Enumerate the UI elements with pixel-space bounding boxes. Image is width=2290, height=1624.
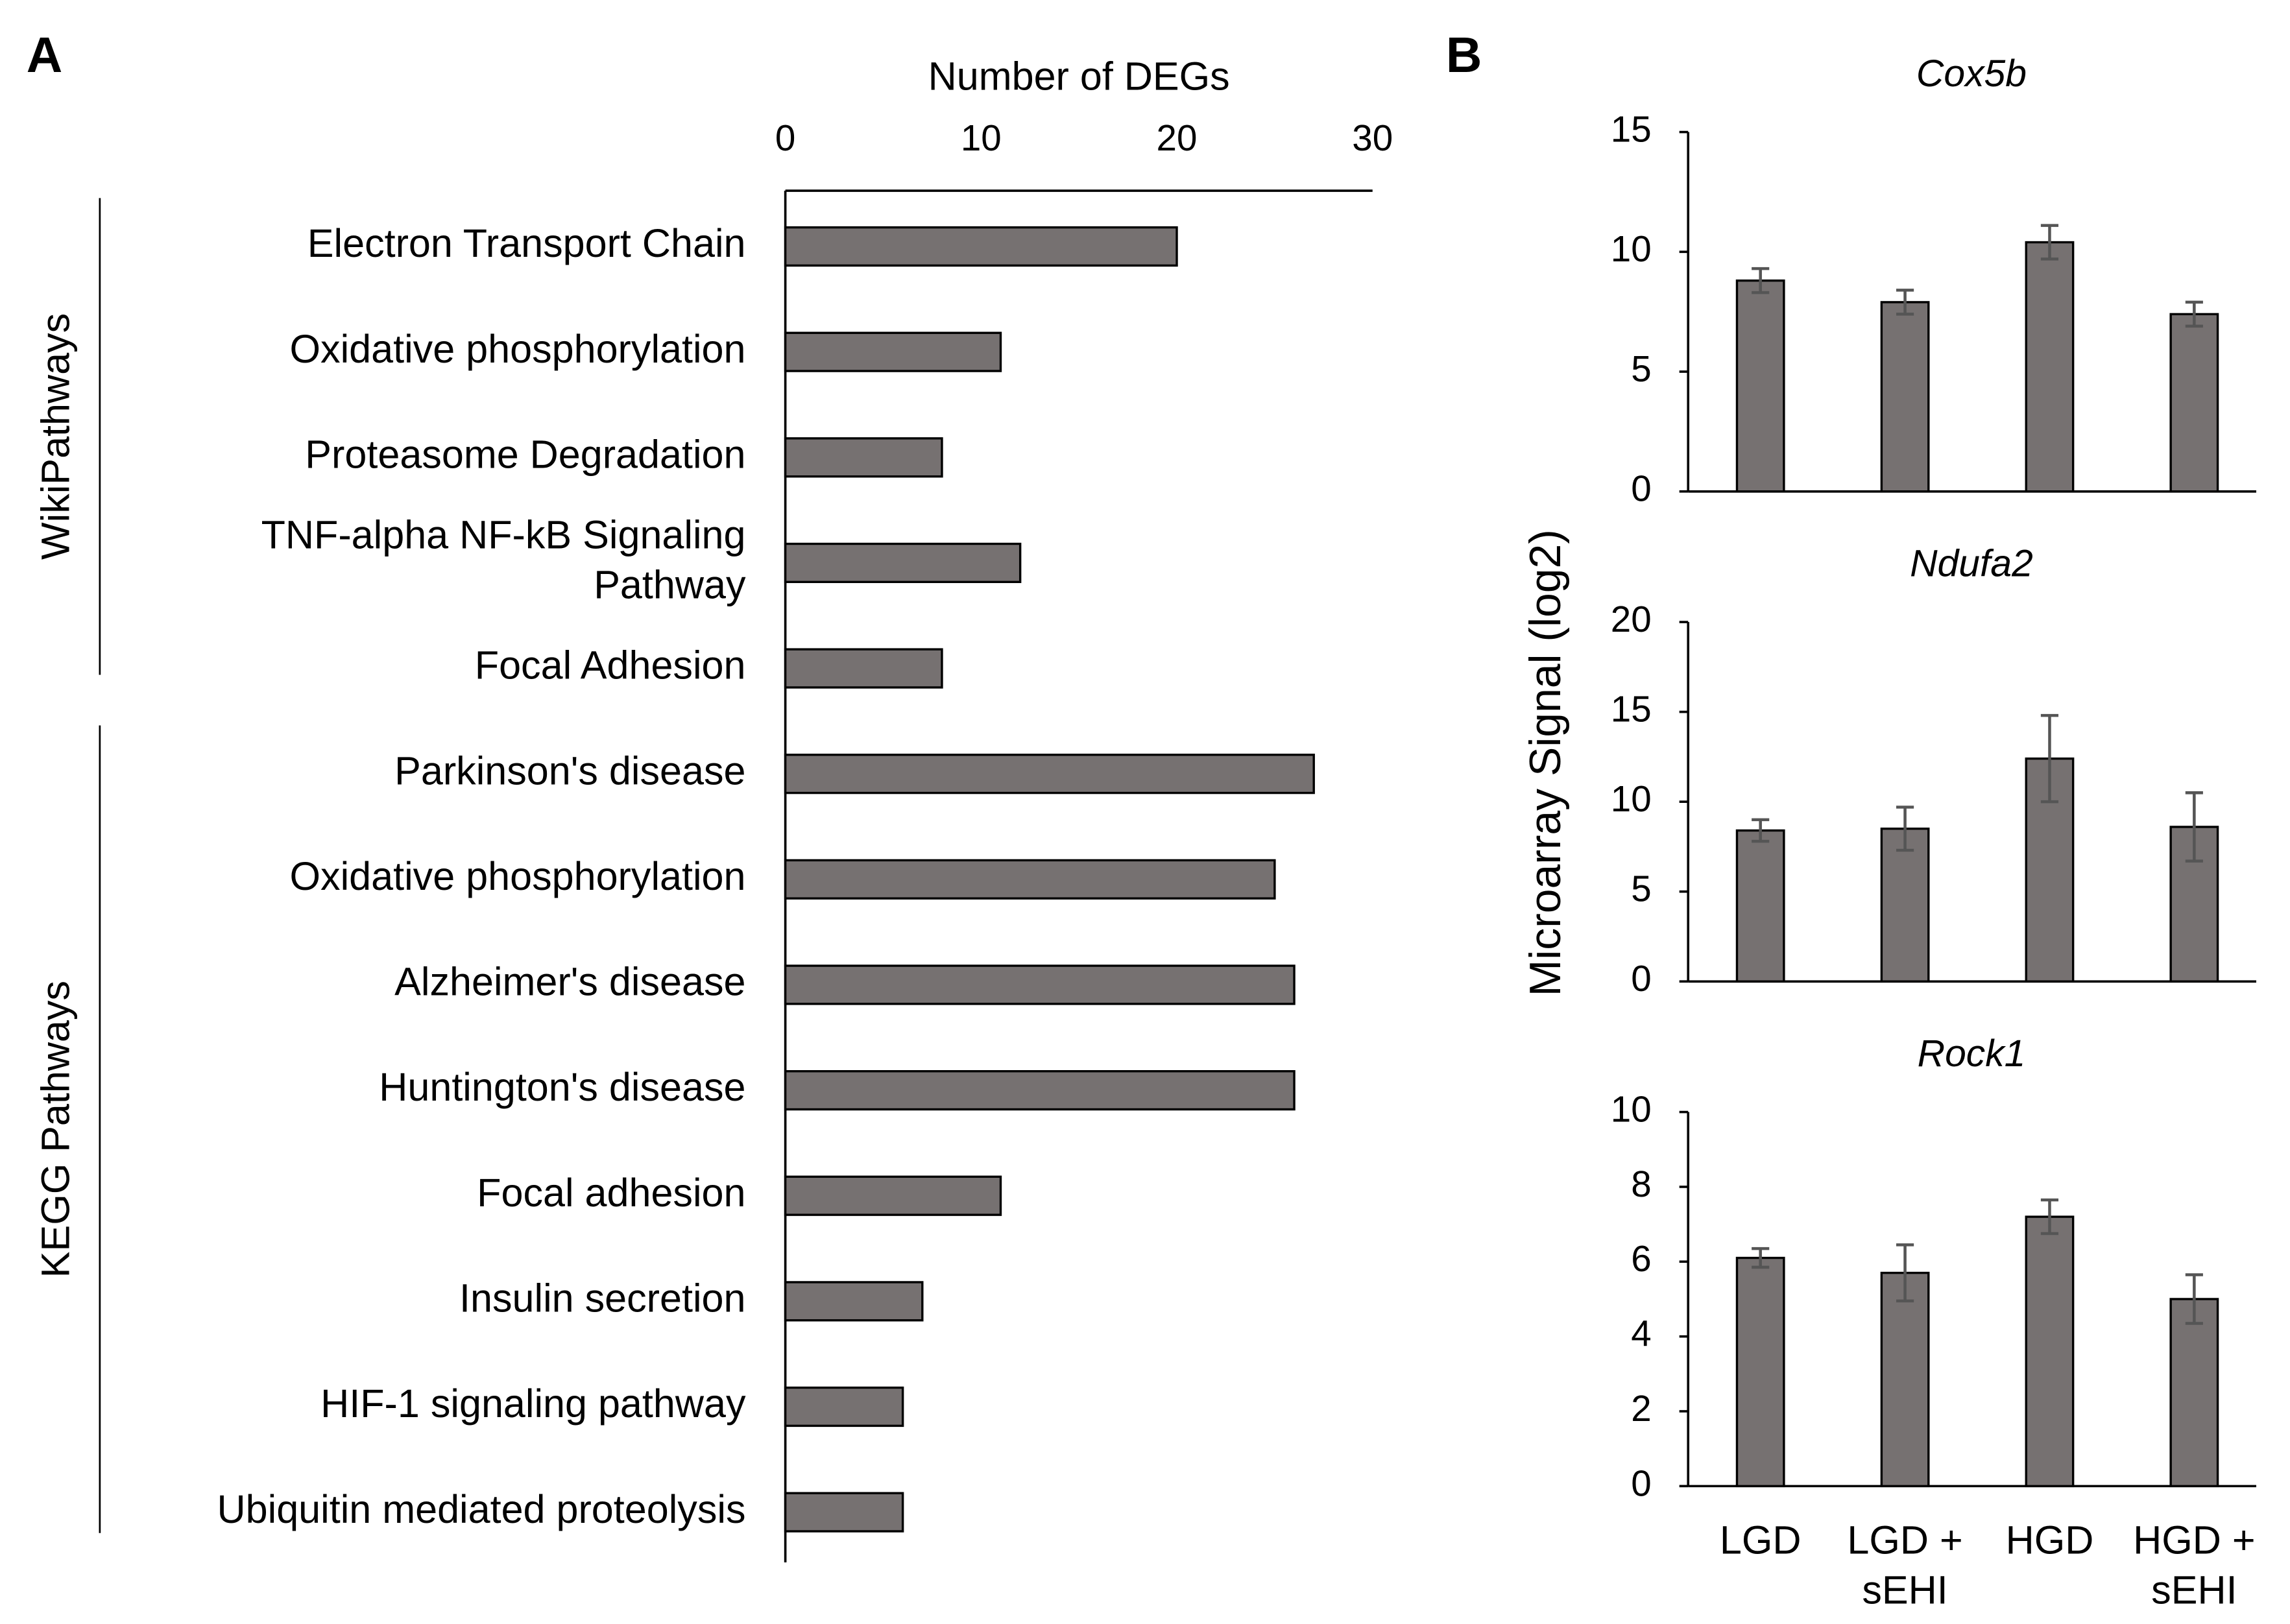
group-label: KEGG Pathways (34, 981, 78, 1278)
bar (784, 1281, 924, 1322)
bar (784, 437, 943, 478)
y-tick-label: 5 (1631, 348, 1651, 389)
bar (784, 1069, 1296, 1111)
chart-title: Ndufa2 (1910, 543, 2033, 585)
category-label: Focal Adhesion (475, 643, 746, 687)
bar (1880, 828, 1930, 983)
bar (784, 1492, 904, 1533)
x-tick-label: HGD (2006, 1518, 2094, 1562)
panel-label: A (27, 27, 63, 83)
error-bar (2040, 713, 2059, 804)
category-label: Proteasome Degradation (305, 432, 745, 476)
category-label: Parkinson's disease (394, 748, 745, 793)
error-bar (1752, 1247, 1770, 1269)
category-label: Huntington's disease (379, 1065, 745, 1109)
bar (1880, 301, 1930, 493)
bar (784, 964, 1296, 1005)
bar (2025, 1215, 2075, 1488)
x-axis-title: Number of DEGs (928, 54, 1230, 98)
error-bar (1752, 267, 1770, 294)
bar (1735, 829, 1785, 983)
y-tick-label: 8 (1631, 1164, 1651, 1204)
error-bar (1752, 818, 1770, 843)
x-tick-label: HGD + sEHI (2133, 1518, 2255, 1612)
error-bar (2040, 1198, 2059, 1236)
y-tick-label: 4 (1631, 1313, 1651, 1354)
bar (1880, 1271, 1930, 1488)
y-axis-title: Microarray Signal (log2) (1521, 529, 1570, 996)
bar (1735, 279, 1785, 493)
y-tick-label: 15 (1611, 689, 1652, 730)
bar (784, 859, 1276, 900)
category-label: Oxidative phosphorylation (290, 854, 746, 898)
error-bar (1896, 1243, 1914, 1303)
bar (784, 754, 1315, 794)
y-tick-label: 6 (1631, 1238, 1651, 1279)
error-bar (2185, 791, 2203, 863)
chart-title: Rock1 (1918, 1033, 2026, 1075)
x-tick-label: LGD (1720, 1518, 1802, 1562)
group-label: WikiPathways (34, 313, 78, 560)
y-tick-label: 10 (1611, 1089, 1652, 1130)
x-tick-label: 20 (1157, 117, 1198, 158)
error-bar (2185, 300, 2203, 328)
y-tick-label: 0 (1631, 958, 1651, 999)
bar (784, 542, 1022, 584)
bar (784, 648, 943, 689)
chart-title: Cox5b (1916, 53, 2027, 95)
category-label: Insulin secretion (459, 1276, 745, 1320)
category-label: HIF-1 signaling pathway (320, 1381, 746, 1426)
x-tick-label: 0 (775, 117, 795, 158)
y-tick-label: 2 (1631, 1388, 1651, 1429)
error-bar (1896, 806, 1914, 852)
bar (1735, 1256, 1785, 1488)
error-bar (2040, 224, 2059, 261)
bar (2169, 1298, 2219, 1488)
bar (784, 226, 1178, 267)
bar (784, 1386, 904, 1427)
category-label: Oxidative phosphorylation (290, 327, 746, 371)
x-tick-label: 30 (1352, 117, 1393, 158)
x-tick-label: 10 (961, 117, 1002, 158)
bar (2025, 241, 2075, 493)
bar (784, 1175, 1002, 1216)
y-tick-label: 5 (1631, 868, 1651, 909)
y-tick-label: 10 (1611, 228, 1652, 269)
y-tick-label: 10 (1611, 778, 1652, 819)
x-tick-label: LGD + sEHI (1847, 1518, 1962, 1612)
category-label: Alzheimer's disease (394, 960, 745, 1004)
y-tick-label: 0 (1631, 1463, 1651, 1503)
bar (2169, 313, 2219, 493)
error-bar (2185, 1273, 2203, 1325)
bar (784, 331, 1002, 372)
y-tick-label: 15 (1611, 109, 1652, 150)
category-label: Focal adhesion (477, 1171, 745, 1215)
y-tick-label: 20 (1611, 599, 1652, 639)
category-label: Electron Transport Chain (307, 221, 746, 265)
category-label: Ubiquitin mediated proteolysis (217, 1487, 746, 1531)
panel-label: B (1446, 27, 1482, 83)
category-label: TNF-alpha NF-kB Signaling Pathway (261, 513, 746, 607)
y-tick-label: 0 (1631, 468, 1651, 509)
error-bar (1896, 289, 1914, 316)
